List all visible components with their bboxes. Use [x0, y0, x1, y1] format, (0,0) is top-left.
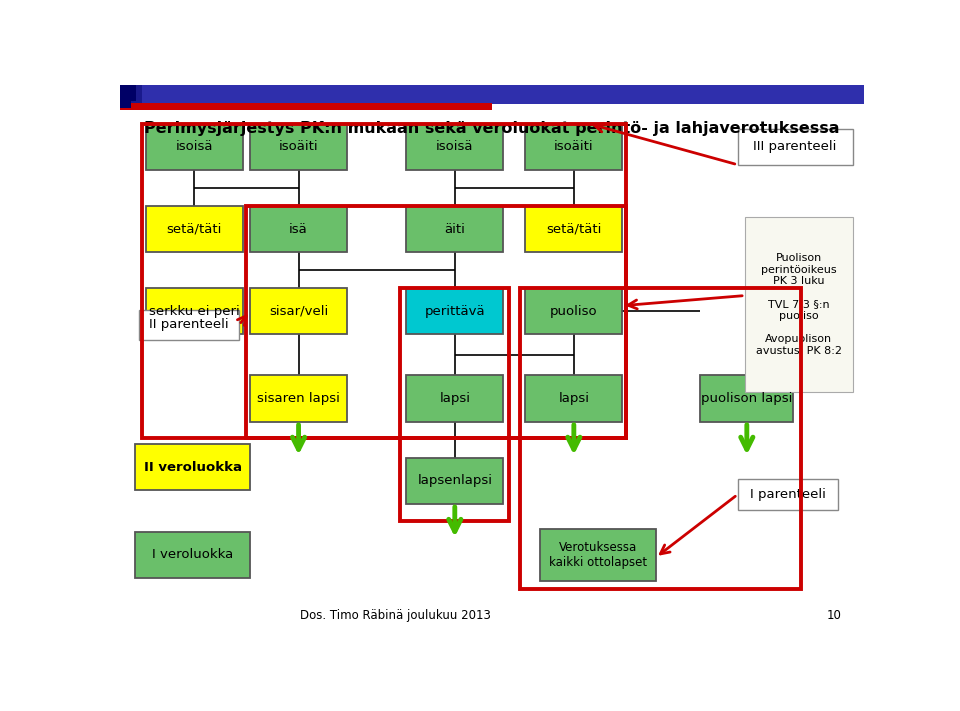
Bar: [406, 458, 503, 504]
Bar: [251, 288, 347, 334]
Bar: [406, 375, 503, 422]
Bar: [146, 288, 243, 334]
Bar: [737, 479, 838, 510]
Bar: [120, 101, 132, 108]
Text: puolison lapsi: puolison lapsi: [701, 392, 793, 405]
Bar: [146, 124, 243, 170]
Text: I veroluokka: I veroluokka: [152, 548, 233, 561]
Text: I parenteeli: I parenteeli: [750, 488, 826, 501]
Bar: [120, 80, 136, 101]
Bar: [406, 124, 503, 170]
Bar: [134, 532, 251, 578]
Bar: [251, 205, 347, 252]
Bar: [525, 375, 622, 422]
Bar: [540, 529, 656, 581]
Bar: [525, 205, 622, 252]
Bar: [400, 288, 509, 520]
Bar: [251, 375, 347, 422]
Text: lapsi: lapsi: [440, 392, 470, 405]
Bar: [247, 205, 626, 439]
Text: isoäiti: isoäiti: [278, 140, 319, 154]
Text: 10: 10: [827, 609, 842, 622]
Bar: [525, 288, 622, 334]
Text: sisaren lapsi: sisaren lapsi: [257, 392, 340, 405]
Text: setä/täti: setä/täti: [546, 223, 602, 235]
Text: isoäiti: isoäiti: [554, 140, 593, 154]
Text: Verotuksessa
kaikki ottolapset: Verotuksessa kaikki ottolapset: [549, 541, 647, 569]
Text: lapsi: lapsi: [559, 392, 589, 405]
Bar: [406, 288, 503, 334]
Text: isä: isä: [289, 223, 308, 235]
Bar: [142, 124, 626, 439]
Text: isoisä: isoisä: [176, 140, 213, 154]
Bar: [525, 124, 622, 170]
Bar: [737, 129, 852, 165]
Text: Puolison
perintöoikeus
PK 3 luku

TVL 7.3 §:n
puoliso

Avopuolison
avustus, PK 8: Puolison perintöoikeus PK 3 luku TVL 7.3…: [756, 253, 842, 356]
Text: Dos. Timo Räbinä joulukuu 2013: Dos. Timo Räbinä joulukuu 2013: [300, 609, 491, 622]
Bar: [146, 205, 243, 252]
Text: serkku ei peri: serkku ei peri: [149, 304, 240, 318]
Bar: [134, 444, 251, 491]
Text: Perimysjärjestys PK:n mukaan sekä veroluokat perintö- ja lahjaverotuksessa: Perimysjärjestys PK:n mukaan sekä verolu…: [144, 121, 840, 136]
Bar: [142, 80, 864, 105]
Bar: [251, 124, 347, 170]
Text: puoliso: puoliso: [550, 304, 598, 318]
Text: lapsenlapsi: lapsenlapsi: [418, 474, 492, 487]
Text: perittävä: perittävä: [424, 304, 485, 318]
Text: II parenteeli: II parenteeli: [149, 319, 228, 331]
Text: äiti: äiti: [444, 223, 466, 235]
Text: II veroluokka: II veroluokka: [144, 461, 242, 474]
Text: setä/täti: setä/täti: [167, 223, 222, 235]
Bar: [138, 310, 239, 340]
Bar: [519, 288, 801, 589]
Bar: [120, 80, 864, 105]
Text: sisar/veli: sisar/veli: [269, 304, 328, 318]
Bar: [120, 103, 492, 110]
Text: isoisä: isoisä: [436, 140, 473, 154]
Text: III parenteeli: III parenteeli: [754, 140, 837, 154]
Bar: [701, 375, 793, 422]
Bar: [406, 205, 503, 252]
Bar: [745, 217, 852, 392]
